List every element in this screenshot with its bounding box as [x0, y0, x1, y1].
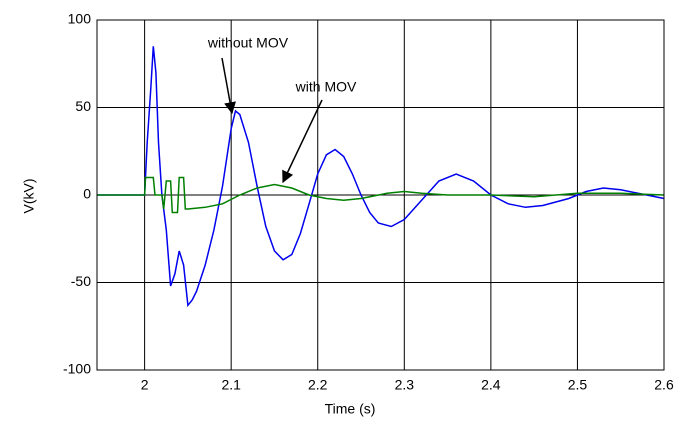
- x-tick-label: 2.6: [654, 377, 674, 393]
- y-tick-label: 50: [75, 98, 91, 114]
- y-tick-label: 100: [68, 11, 92, 27]
- annotation: with MOV: [295, 79, 357, 95]
- y-tick-label: -100: [63, 361, 91, 377]
- series-line: [97, 46, 665, 308]
- series-line: [97, 176, 665, 214]
- x-tick-label: 2.5: [568, 377, 588, 393]
- annotation-arrow: [282, 99, 323, 184]
- plot-border: [96, 19, 665, 371]
- x-tick-label: 2: [141, 377, 149, 393]
- y-tick-label: 0: [83, 186, 91, 202]
- annotation: without MOV: [207, 35, 289, 51]
- annotation-arrow: [221, 57, 236, 115]
- x-tick-label: 2.2: [308, 377, 328, 393]
- y-axis-label: V(kV): [21, 179, 37, 214]
- x-tick-label: 2.4: [481, 377, 501, 393]
- x-axis-label: Time (s): [325, 401, 376, 417]
- y-tick-label: -50: [71, 273, 91, 289]
- x-tick-label: 2.3: [395, 377, 415, 393]
- x-tick-label: 2.1: [221, 377, 241, 393]
